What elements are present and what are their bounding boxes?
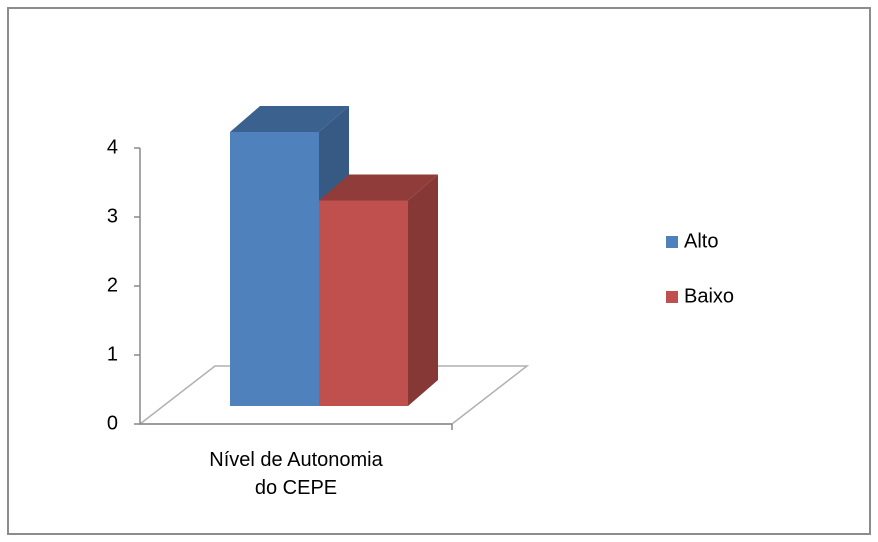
- bar-top: [319, 174, 438, 201]
- y-tick-label: 2: [107, 274, 118, 296]
- bar: [230, 132, 319, 406]
- bar-side: [408, 174, 438, 406]
- y-tick-label: 3: [107, 205, 118, 227]
- legend-label: Alto: [684, 230, 718, 252]
- x-tick-label: Nível de Autonomia do CEPE: [209, 449, 383, 499]
- y-tick-label: 4: [107, 136, 118, 158]
- legend-swatch: [666, 291, 678, 303]
- y-tick-label: 1: [107, 343, 118, 365]
- bar-top: [230, 106, 349, 132]
- chart-border: [7, 7, 871, 535]
- y-tick-label: 0: [107, 412, 118, 434]
- bar: [319, 200, 408, 406]
- legend-swatch: [666, 236, 678, 248]
- legend-label: Baixo: [684, 285, 734, 307]
